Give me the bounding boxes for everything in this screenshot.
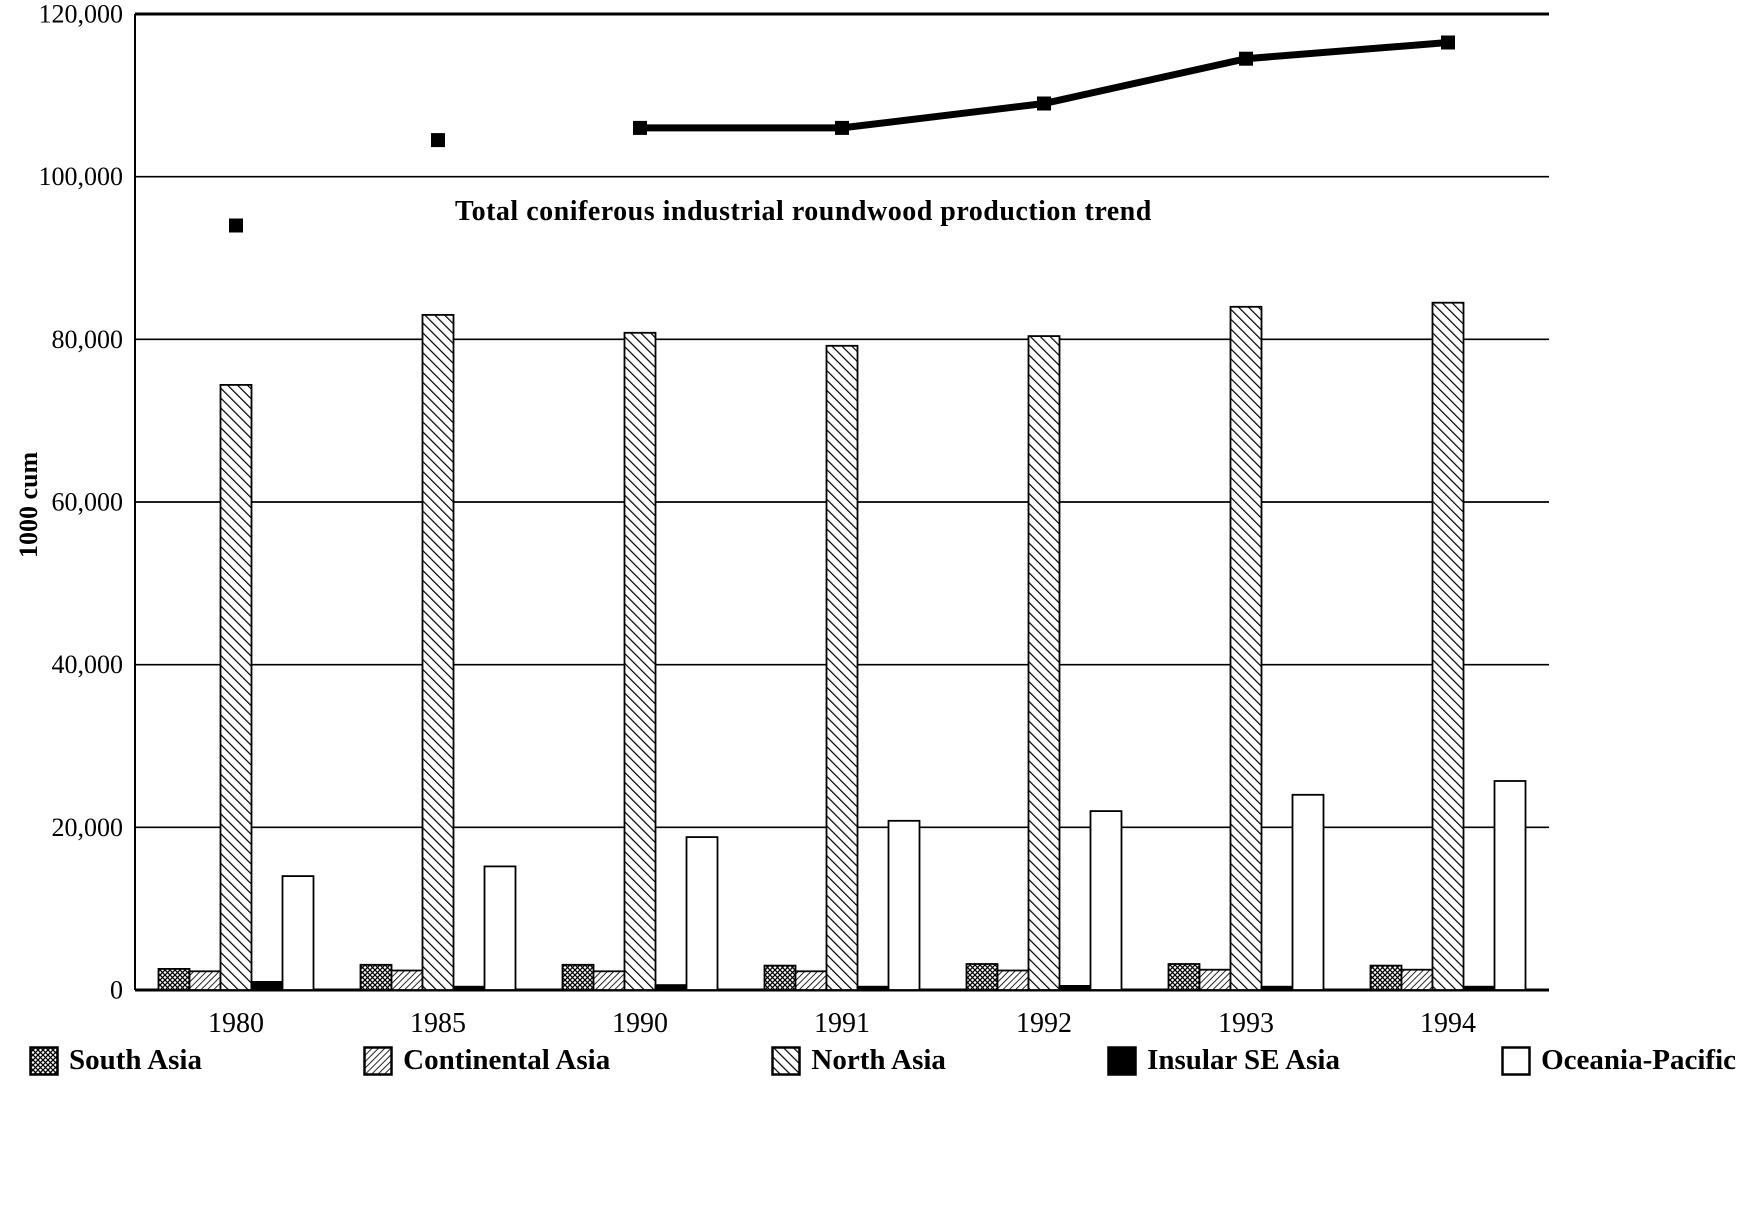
legend-swatch-icon — [29, 1045, 59, 1076]
legend-item-oceania-pacific: Oceania-Pacific — [1500, 1044, 1736, 1077]
y-tick-label: 40,000 — [52, 650, 124, 679]
legend-label: South Asia — [69, 1044, 202, 1076]
bar-south-asia — [359, 963, 393, 991]
bar-north-asia — [825, 344, 859, 991]
trend-marker — [431, 133, 445, 148]
bar-continental-asia — [794, 970, 828, 991]
x-tick-label: 1993 — [1218, 1008, 1274, 1039]
bar-continental-asia — [390, 969, 424, 991]
x-tick-label: 1991 — [814, 1008, 870, 1039]
bar-south-asia — [763, 964, 797, 991]
plot-area: 0 20,000 40,000 60,000 80,000 100,000 120,000 1… — [39, 0, 1549, 1039]
bar-oceania-pacific — [887, 819, 921, 991]
legend-label: Continental Asia — [403, 1044, 611, 1076]
trend-marker — [633, 120, 647, 135]
y-tick-label: 120,000 — [39, 0, 124, 29]
legend-swatch-icon — [1501, 1045, 1531, 1076]
bar-south-asia — [1167, 963, 1201, 991]
trend-line — [640, 39, 1449, 132]
bar-north-asia — [219, 383, 253, 991]
bar-north-asia — [1229, 305, 1263, 991]
bar-oceania-pacific — [281, 875, 315, 991]
x-tick-label: 1992 — [1016, 1008, 1072, 1039]
legend-label: Oceania-Pacific — [1541, 1044, 1736, 1076]
bar-south-asia — [561, 963, 595, 991]
bar-insular-se-asia — [654, 984, 688, 991]
bar-south-asia — [965, 963, 999, 991]
chart-title: Total coniferous industrial roundwood pr… — [455, 196, 1152, 227]
bar-oceania-pacific — [483, 865, 517, 991]
bar-continental-asia — [996, 969, 1030, 991]
y-axis-label: 1000 cum — [14, 451, 43, 558]
bar-oceania-pacific — [1089, 810, 1123, 991]
x-tick-label: 1990 — [612, 1008, 668, 1039]
y-tick-label: 80,000 — [52, 325, 124, 354]
bar-insular-se-asia — [1260, 985, 1294, 991]
y-tick-label: 20,000 — [52, 813, 124, 842]
trend-marker — [1037, 96, 1051, 111]
chart-legend: South Asia Continental Asia North Asia Insu… — [28, 1044, 1736, 1077]
legend-swatch-icon — [363, 1045, 393, 1076]
trend-marker — [229, 218, 243, 233]
y-tick-label: 0 — [110, 976, 123, 1005]
bar-insular-se-asia — [1058, 985, 1092, 991]
bar-oceania-pacific — [1291, 793, 1325, 991]
y-tick-label: 60,000 — [52, 488, 124, 517]
legend-item-south-asia: South Asia — [28, 1044, 202, 1077]
trend-marker — [1239, 51, 1253, 66]
legend-swatch-icon — [1107, 1045, 1137, 1076]
trend-marker — [835, 120, 849, 135]
y-tick-label: 100,000 — [39, 162, 124, 191]
x-tick-label: 1980 — [208, 1008, 264, 1039]
bar-insular-se-asia — [1462, 985, 1496, 991]
legend-label: North Asia — [811, 1044, 946, 1076]
bar-continental-asia — [188, 970, 222, 991]
bar-insular-se-asia — [250, 981, 284, 991]
bar-north-asia — [623, 331, 657, 991]
bar-insular-se-asia — [452, 985, 486, 991]
bar-north-asia — [1431, 301, 1465, 991]
bar-south-asia — [1369, 964, 1403, 991]
bar-oceania-pacific — [1493, 780, 1527, 991]
bar-insular-se-asia — [856, 985, 890, 991]
bar-continental-asia — [1400, 968, 1434, 991]
bar-north-asia — [421, 313, 455, 991]
legend-item-north-asia: North Asia — [770, 1044, 946, 1077]
legend-swatch-icon — [771, 1045, 802, 1076]
bar-continental-asia — [592, 970, 626, 991]
legend-item-continental-asia: Continental Asia — [362, 1044, 610, 1077]
bar-south-asia — [157, 968, 191, 991]
legend-item-insular-se-asia: Insular SE Asia — [1106, 1044, 1340, 1077]
bar-continental-asia — [1198, 968, 1232, 991]
bar-oceania-pacific — [685, 836, 719, 991]
trend-marker — [1441, 35, 1455, 50]
x-tick-label: 1985 — [410, 1008, 466, 1039]
bar-north-asia — [1027, 335, 1061, 991]
x-tick-label: 1994 — [1420, 1008, 1476, 1039]
legend-label: Insular SE Asia — [1147, 1044, 1340, 1076]
